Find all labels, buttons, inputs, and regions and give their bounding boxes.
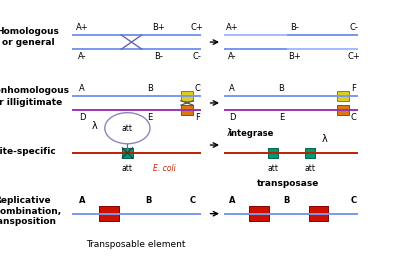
FancyBboxPatch shape <box>337 91 349 101</box>
Text: A-: A- <box>228 53 236 61</box>
Text: C: C <box>190 196 196 205</box>
Text: att: att <box>122 124 133 133</box>
Text: F: F <box>351 84 356 92</box>
Text: F: F <box>195 113 200 122</box>
FancyBboxPatch shape <box>268 148 279 158</box>
Text: C+: C+ <box>191 23 204 32</box>
Text: λ: λ <box>226 128 232 138</box>
FancyBboxPatch shape <box>309 206 328 221</box>
Text: B: B <box>147 84 153 92</box>
Text: or illigitimate: or illigitimate <box>0 98 62 107</box>
Text: A-: A- <box>78 53 86 61</box>
Text: recombination,: recombination, <box>0 207 61 215</box>
Text: att: att <box>268 164 279 173</box>
Text: Transposable element: Transposable element <box>86 240 185 249</box>
FancyBboxPatch shape <box>122 148 132 158</box>
Text: B: B <box>145 196 151 205</box>
Text: Replicative: Replicative <box>0 196 51 205</box>
Text: B: B <box>279 84 284 92</box>
Text: D: D <box>79 113 85 122</box>
Text: C-: C- <box>349 23 358 32</box>
Text: A: A <box>79 196 85 205</box>
Text: C-: C- <box>193 53 202 61</box>
Text: A+: A+ <box>226 23 238 32</box>
FancyBboxPatch shape <box>99 206 119 221</box>
Text: transposition: transposition <box>0 217 57 226</box>
Text: λ: λ <box>322 134 328 143</box>
Text: A: A <box>79 84 85 92</box>
Text: B+: B+ <box>289 53 301 61</box>
Text: transposase: transposase <box>256 179 319 188</box>
Text: B: B <box>283 196 290 205</box>
Text: E: E <box>279 113 284 122</box>
Text: integrase: integrase <box>228 129 273 138</box>
Text: C+: C+ <box>347 53 360 61</box>
FancyBboxPatch shape <box>181 91 193 101</box>
Text: C: C <box>351 196 356 205</box>
Text: E: E <box>148 113 152 122</box>
Text: att: att <box>122 164 133 173</box>
FancyBboxPatch shape <box>181 105 193 115</box>
Text: Homologous: Homologous <box>0 27 59 35</box>
Text: D: D <box>229 113 236 122</box>
FancyBboxPatch shape <box>305 148 316 158</box>
Text: B-: B- <box>291 23 299 32</box>
Text: or general: or general <box>2 38 54 47</box>
Text: Site-specific: Site-specific <box>0 147 56 156</box>
Text: λ: λ <box>92 121 97 131</box>
Text: C: C <box>194 84 200 92</box>
Text: A+: A+ <box>76 23 88 32</box>
FancyBboxPatch shape <box>337 105 349 115</box>
Text: C: C <box>351 113 356 122</box>
Text: B+: B+ <box>152 23 165 32</box>
Text: E. coli: E. coli <box>153 164 176 173</box>
Text: B-: B- <box>154 53 163 61</box>
Text: A: A <box>229 196 236 205</box>
FancyBboxPatch shape <box>249 206 269 221</box>
Text: att: att <box>305 164 316 173</box>
Text: Nonhomologous: Nonhomologous <box>0 86 69 95</box>
Text: A: A <box>229 84 235 92</box>
